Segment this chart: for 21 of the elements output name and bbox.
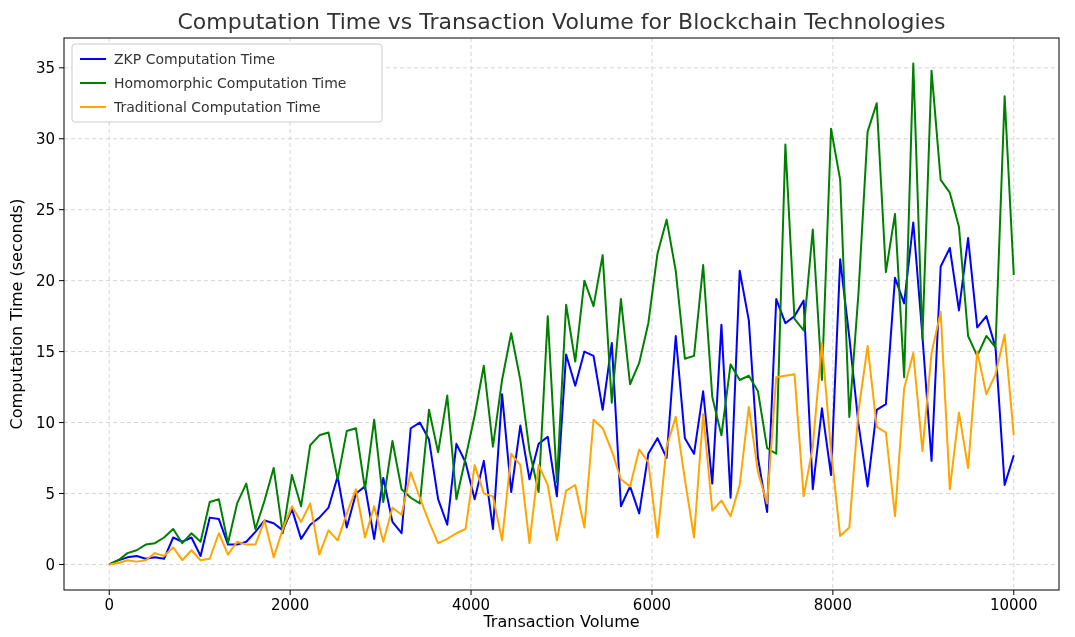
x-tick-label: 10000 [989,596,1038,614]
x-tick-label: 8000 [813,596,852,614]
y-tick-label: 20 [35,271,55,290]
x-tick-label: 0 [104,596,114,614]
y-tick-label: 35 [35,59,55,78]
legend-label: Traditional Computation Time [113,98,321,115]
line-series [108,310,1015,566]
y-tick-label: 15 [35,342,55,361]
y-tick-label: 25 [35,200,55,219]
y-tick-label: 0 [45,555,55,574]
y-tick-label: 30 [35,130,55,148]
x-tick-label: 2000 [271,596,310,614]
y-tick-label: 5 [45,484,55,503]
chart-title: Computation Time vs Transaction Volume for Blockchain Technologies [177,9,946,34]
x-tick-label: 6000 [632,596,672,614]
x-axis-title: Transaction Volume [482,612,640,631]
x-tick-label: 4000 [451,596,491,614]
y-axis-title: Computation Time (seconds) [7,198,26,430]
legend-label: Homomorphic Computation Time [114,74,347,91]
y-tick-label: 10 [35,413,55,432]
legend-label: ZKP Computation Time [114,50,275,67]
